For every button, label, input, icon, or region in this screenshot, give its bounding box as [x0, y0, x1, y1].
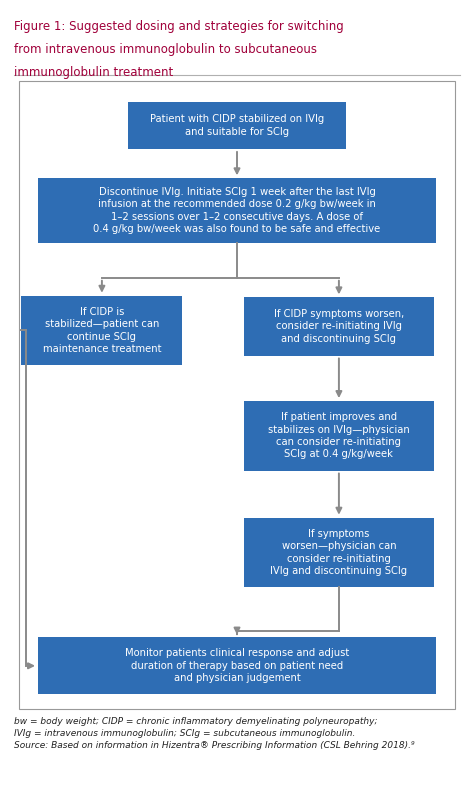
FancyBboxPatch shape: [244, 401, 434, 471]
Text: from intravenous immunoglobulin to subcutaneous: from intravenous immunoglobulin to subcu…: [14, 43, 317, 56]
Text: If patient improves and
stabilizes on IVIg—physician
can consider re-initiating
: If patient improves and stabilizes on IV…: [268, 412, 410, 459]
Text: If symptoms
worsen—physician can
consider re-initiating
IVIg and discontinuing S: If symptoms worsen—physician can conside…: [270, 529, 408, 576]
FancyBboxPatch shape: [244, 297, 434, 356]
Text: immunoglobulin treatment: immunoglobulin treatment: [14, 66, 173, 79]
FancyBboxPatch shape: [244, 518, 434, 587]
Text: If CIDP symptoms worsen,
consider re-initiating IVIg
and discontinuing SCIg: If CIDP symptoms worsen, consider re-ini…: [274, 309, 404, 343]
FancyBboxPatch shape: [21, 296, 182, 365]
Text: Patient with CIDP stabilized on IVIg
and suitable for SCIg: Patient with CIDP stabilized on IVIg and…: [150, 114, 324, 137]
Text: If CIDP is
stabilized—patient can
continue SCIg
maintenance treatment: If CIDP is stabilized—patient can contin…: [43, 307, 161, 354]
Bar: [19, 81, 455, 709]
Text: Monitor patients clinical response and adjust
duration of therapy based on patie: Monitor patients clinical response and a…: [125, 649, 349, 683]
Text: Discontinue IVIg. Initiate SCIg 1 week after the last IVIg
infusion at the recom: Discontinue IVIg. Initiate SCIg 1 week a…: [93, 187, 381, 234]
FancyBboxPatch shape: [128, 102, 346, 149]
FancyBboxPatch shape: [38, 178, 436, 243]
Text: Figure 1: Suggested dosing and strategies for switching: Figure 1: Suggested dosing and strategie…: [14, 20, 344, 33]
Text: bw = body weight; CIDP = chronic inflammatory demyelinating polyneuropathy;
IVIg: bw = body weight; CIDP = chronic inflamm…: [14, 717, 415, 750]
FancyBboxPatch shape: [38, 637, 436, 694]
